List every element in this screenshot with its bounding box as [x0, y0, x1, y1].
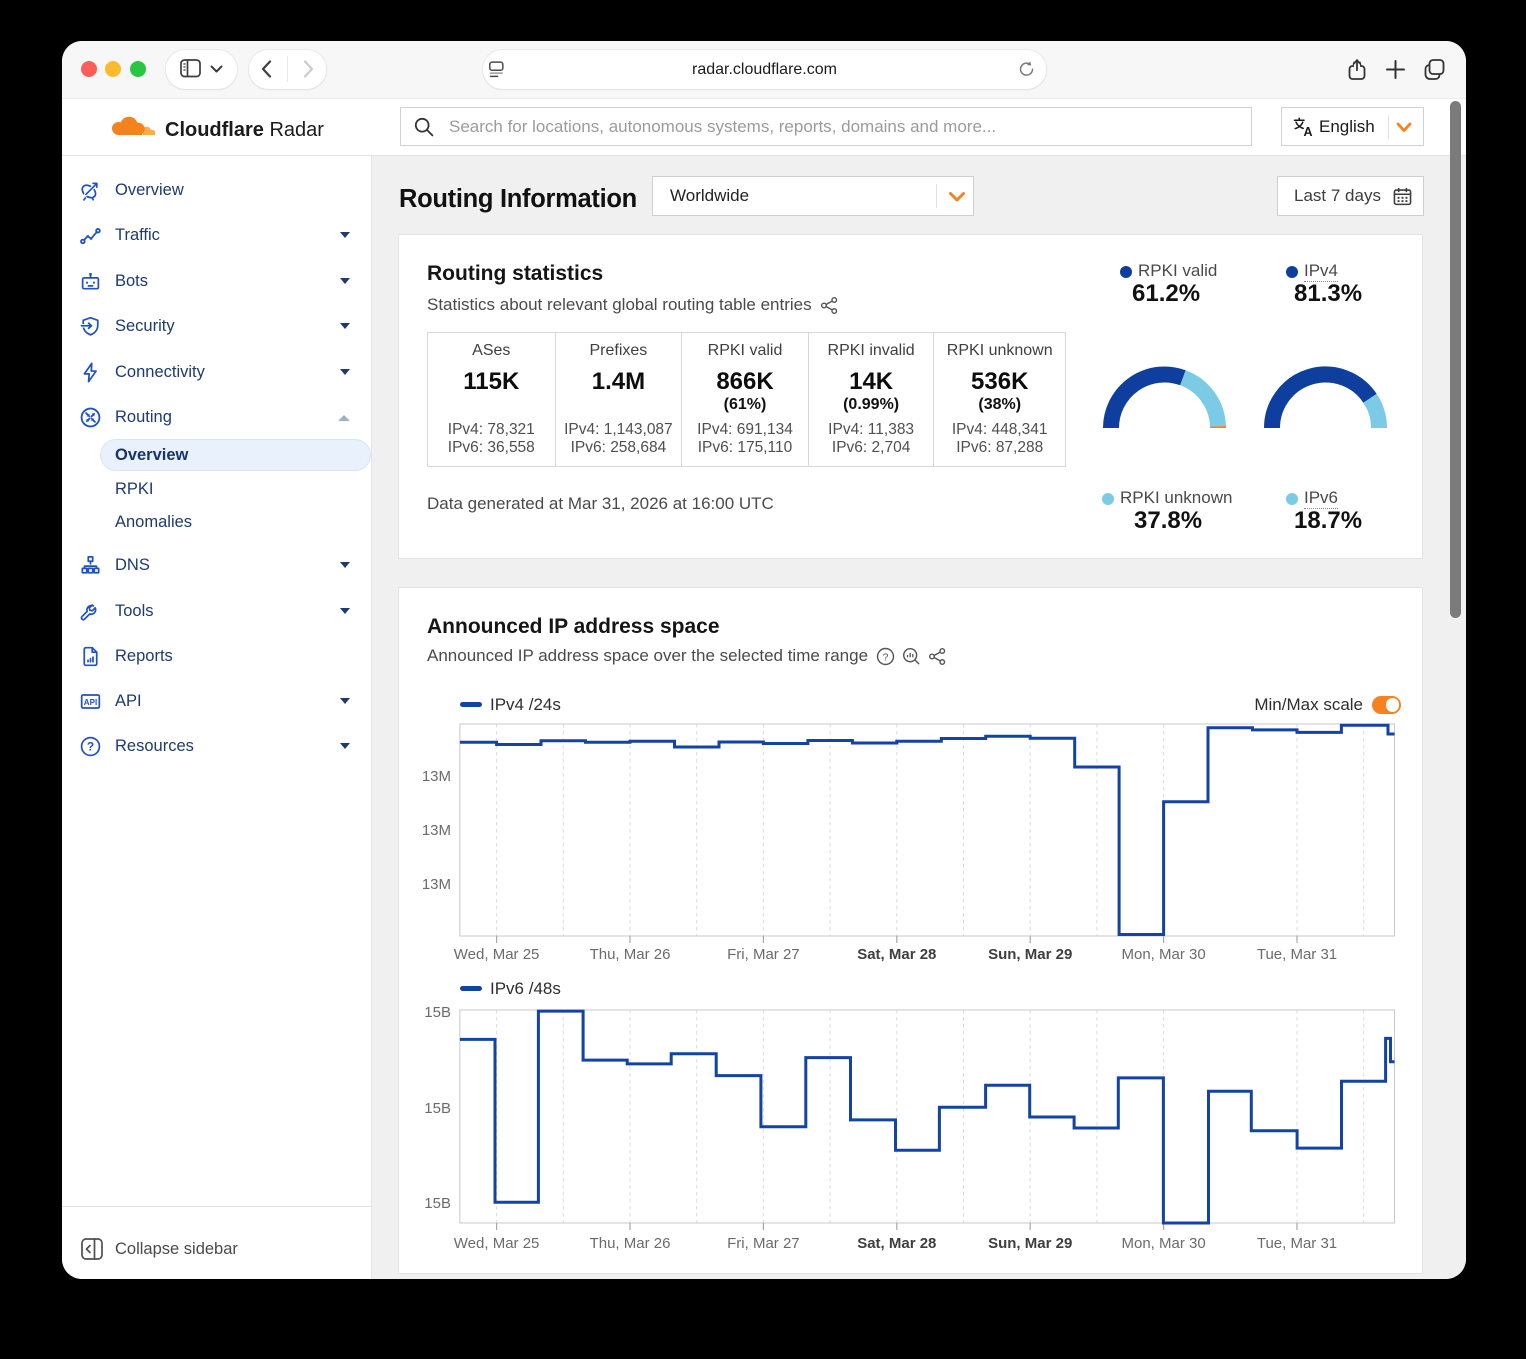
svg-text:Fri, Mar 27: Fri, Mar 27	[727, 946, 800, 963]
svg-text:Sat, Mar 28: Sat, Mar 28	[857, 946, 936, 963]
svg-text:Wed, Mar 25: Wed, Mar 25	[454, 946, 540, 963]
svg-text:A: A	[1304, 125, 1313, 137]
svg-text:Mon, Mar 30: Mon, Mar 30	[1121, 946, 1205, 963]
svg-text:13M: 13M	[422, 768, 451, 785]
svg-text:13M: 13M	[422, 876, 451, 893]
svg-text:Sat, Mar 28: Sat, Mar 28	[857, 1235, 936, 1252]
svg-text:Sun, Mar 29: Sun, Mar 29	[988, 946, 1072, 963]
svg-text:Mon, Mar 30: Mon, Mar 30	[1121, 1235, 1205, 1252]
svg-text:13M: 13M	[422, 822, 451, 839]
svg-text:Wed, Mar 25: Wed, Mar 25	[454, 1235, 540, 1252]
svg-text:API: API	[84, 697, 97, 706]
svg-text:15B: 15B	[424, 1100, 451, 1117]
svg-text:Sun, Mar 29: Sun, Mar 29	[988, 1235, 1072, 1252]
svg-text:15B: 15B	[424, 1195, 451, 1212]
svg-text:Fri, Mar 27: Fri, Mar 27	[727, 1235, 800, 1252]
svg-text:Tue, Mar 31: Tue, Mar 31	[1257, 1235, 1337, 1252]
svg-text:?: ?	[883, 652, 889, 663]
svg-text:?: ?	[87, 740, 94, 754]
svg-text:15B: 15B	[424, 1004, 451, 1021]
svg-text:Thu, Mar 26: Thu, Mar 26	[590, 1235, 671, 1252]
svg-text:Tue, Mar 31: Tue, Mar 31	[1257, 946, 1337, 963]
svg-text:Thu, Mar 26: Thu, Mar 26	[590, 946, 671, 963]
